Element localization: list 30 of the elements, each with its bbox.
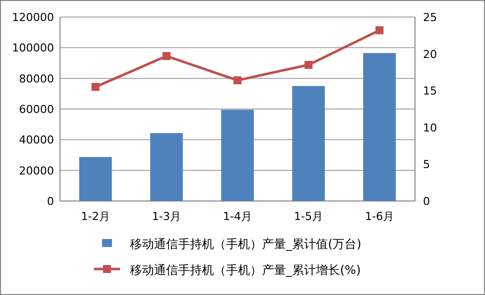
y-tick-label: 40000 — [19, 134, 54, 147]
y-tick-label: 0 — [47, 195, 54, 208]
point — [376, 26, 384, 34]
y-tick-label: 120000 — [12, 11, 54, 24]
bar — [363, 53, 396, 201]
y2-tick-label: 25 — [423, 11, 437, 24]
bar — [79, 156, 112, 201]
y-tick-label: 100000 — [12, 42, 54, 55]
y2-tick-label: 10 — [423, 121, 437, 134]
bar — [292, 86, 325, 201]
bar — [221, 110, 254, 201]
x-tick-label: 1-4月 — [223, 210, 252, 223]
y-tick-label: 80000 — [19, 72, 54, 86]
legend-label: 移动通信手持机（手机）产量_累计值(万台) — [130, 237, 362, 251]
x-tick-label: 1-2月 — [81, 210, 110, 223]
y2-tick-label: 15 — [423, 84, 437, 98]
y-tick-label: 60000 — [19, 103, 54, 116]
point — [234, 76, 242, 84]
y2-tick-label: 20 — [423, 48, 437, 61]
x-tick-label: 1-6月 — [365, 210, 394, 223]
y2-tick-label: 5 — [423, 158, 430, 172]
legend-label: 移动通信手持机（手机）产量_累计增长(%) — [130, 263, 361, 277]
x-tick-label: 1-3月 — [152, 210, 181, 223]
bar — [150, 133, 183, 201]
x-tick-label: 1-5月 — [294, 210, 323, 223]
point — [304, 60, 312, 69]
point — [92, 82, 100, 91]
point — [162, 52, 170, 60]
y-tick-label: 20000 — [19, 164, 54, 178]
y2-tick-label: 0 — [423, 195, 430, 208]
